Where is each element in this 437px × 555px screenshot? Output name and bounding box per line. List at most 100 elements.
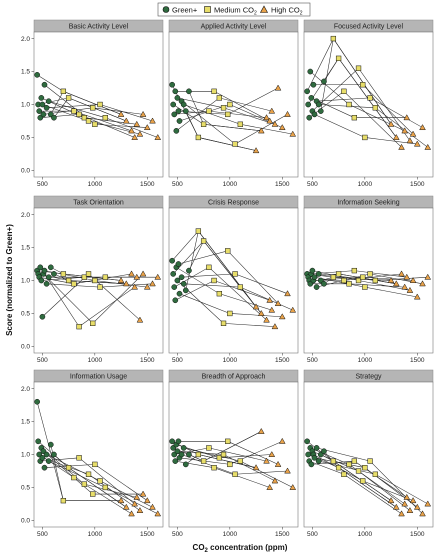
point-green [307, 68, 314, 75]
y-tick-label: 0.0 [21, 168, 30, 175]
x-tick-label: 1500 [410, 357, 425, 364]
point-high [268, 306, 276, 313]
point-high [387, 497, 395, 504]
point-high [406, 507, 414, 513]
point-medium [65, 95, 72, 101]
point-medium [237, 284, 243, 290]
point-green [317, 108, 324, 114]
point-medium [362, 465, 368, 471]
point-green [175, 261, 182, 267]
point-green [178, 274, 185, 281]
point-medium [102, 115, 108, 121]
point-green [51, 271, 57, 277]
point-medium [206, 445, 212, 451]
x-tick-label: 1000 [358, 181, 373, 188]
y-tick-label: 0.5 [21, 135, 30, 142]
point-medium [355, 65, 362, 71]
point-green [178, 451, 185, 458]
y-tick-label: 1.0 [21, 102, 30, 109]
point-high [149, 503, 156, 510]
point-green [306, 114, 313, 121]
x-tick-label: 1000 [88, 357, 103, 364]
point-green [180, 445, 187, 451]
point-medium [85, 118, 92, 124]
point-high [128, 510, 135, 517]
point-high [289, 130, 297, 137]
panel: Crisis Response 500 1000 1500 [168, 195, 299, 364]
legend-marker-green [162, 6, 170, 13]
panel-title: Breadth of Approach [202, 374, 266, 381]
point-high [133, 120, 141, 127]
point-high [403, 273, 411, 280]
point-high [401, 127, 409, 134]
point-medium [232, 271, 238, 277]
point-high [278, 313, 286, 320]
point-medium [330, 274, 337, 280]
point-medium [367, 95, 373, 101]
y-tick-label: 1.5 [21, 419, 30, 426]
point-medium [335, 465, 342, 471]
legend-marker-high [259, 5, 269, 13]
point-high [387, 276, 395, 283]
point-medium [227, 310, 233, 317]
point-green [37, 264, 44, 271]
point-high [274, 84, 282, 91]
point-high [278, 124, 286, 131]
point-medium [341, 471, 347, 477]
point-green [180, 280, 187, 287]
point-medium [90, 491, 96, 497]
point-green [39, 101, 46, 108]
y-tick-label: 0.0 [21, 344, 30, 351]
point-high [271, 120, 279, 127]
point-high [409, 276, 417, 283]
point-high [139, 490, 147, 497]
panel-title: Strategy [355, 374, 382, 381]
point-medium [81, 274, 87, 280]
point-high [136, 507, 144, 513]
panel: Basic Activity Level 0.0 0.5 1.0 1.5 2.0 500 10… [21, 19, 164, 188]
point-medium [90, 105, 96, 111]
point-high [271, 477, 279, 484]
point-green [43, 280, 50, 287]
point-green [315, 101, 322, 108]
point-medium [220, 320, 227, 326]
point-high [413, 293, 421, 300]
point-medium [372, 471, 378, 477]
point-medium [60, 88, 67, 94]
point-green [174, 95, 181, 101]
point-medium [351, 115, 357, 121]
x-tick-label: 1500 [140, 531, 155, 538]
x-tick-label: 1500 [410, 531, 425, 538]
x-tick-label: 500 [172, 531, 183, 538]
point-high [133, 273, 141, 280]
panel-title: Task Orientation [73, 200, 124, 207]
point-medium [367, 271, 373, 277]
point-green [169, 257, 175, 264]
point-green [45, 274, 52, 281]
x-tick-label: 500 [37, 357, 48, 364]
panel: Task Orientation 0.0 0.5 1.0 1.5 2.0 500 1000 15… [21, 195, 164, 364]
point-high [154, 510, 162, 517]
point-medium [195, 228, 202, 234]
point-high [139, 270, 147, 277]
point-medium [372, 277, 378, 284]
point-medium [211, 88, 217, 94]
y-tick-label: 2.0 [21, 212, 30, 219]
panel-grid: Basic Activity Level 0.0 0.5 1.0 1.5 2.0 500 10… [21, 19, 434, 538]
point-medium [195, 451, 202, 458]
point-green [171, 111, 178, 118]
point-high [131, 283, 139, 290]
point-high [268, 107, 276, 114]
point-high [284, 110, 291, 117]
panel-title: Applied Activity Level [201, 24, 267, 31]
point-green [182, 287, 189, 294]
point-medium [85, 471, 92, 477]
point-medium [102, 484, 108, 491]
point-green [40, 111, 47, 118]
point-medium [330, 458, 337, 464]
point-green [311, 454, 318, 461]
point-high [392, 503, 400, 510]
x-tick-label: 500 [37, 181, 48, 188]
point-green [176, 290, 183, 297]
